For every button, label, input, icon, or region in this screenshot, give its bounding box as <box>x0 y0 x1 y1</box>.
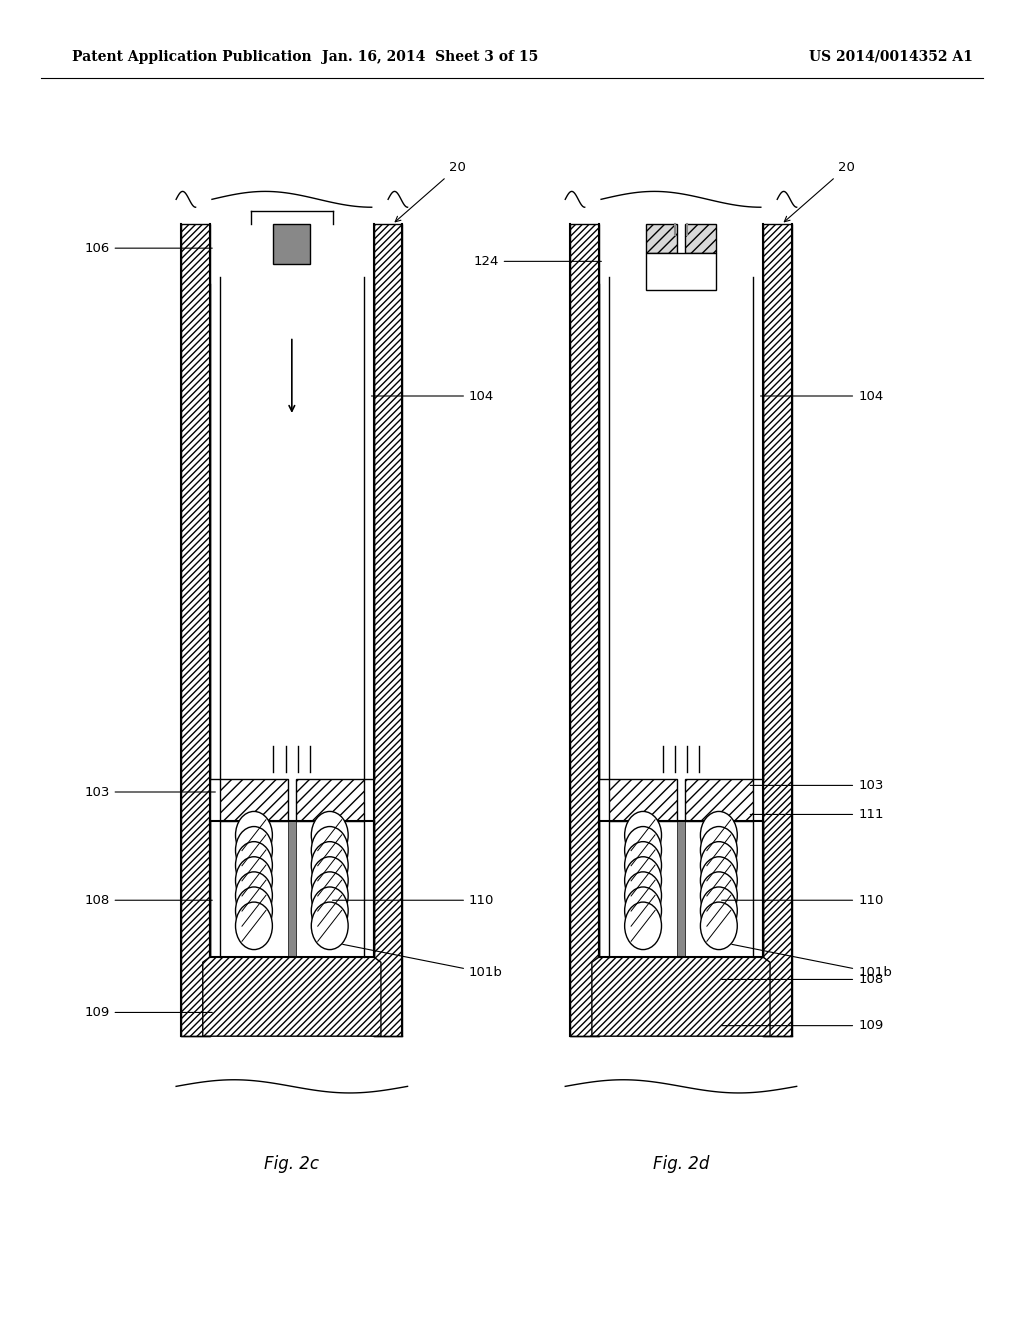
Polygon shape <box>203 957 381 1036</box>
Polygon shape <box>220 284 364 779</box>
Polygon shape <box>609 779 677 821</box>
Polygon shape <box>677 821 685 957</box>
Circle shape <box>700 812 737 859</box>
Circle shape <box>700 902 737 949</box>
Text: Jan. 16, 2014  Sheet 3 of 15: Jan. 16, 2014 Sheet 3 of 15 <box>322 50 539 63</box>
Polygon shape <box>220 779 288 821</box>
Circle shape <box>700 873 737 919</box>
Circle shape <box>311 826 348 874</box>
Polygon shape <box>296 779 364 821</box>
Circle shape <box>625 842 662 890</box>
Text: 104: 104 <box>761 389 884 403</box>
Polygon shape <box>288 821 296 957</box>
Text: 101b: 101b <box>732 944 892 979</box>
Text: Fig. 2c: Fig. 2c <box>264 1155 319 1173</box>
Text: 104: 104 <box>372 389 495 403</box>
Text: Fig. 2d: Fig. 2d <box>652 1155 710 1173</box>
Circle shape <box>700 887 737 935</box>
Text: 124: 124 <box>473 255 601 268</box>
Circle shape <box>236 812 272 859</box>
Circle shape <box>311 902 348 949</box>
Circle shape <box>236 826 272 874</box>
Circle shape <box>625 902 662 949</box>
Polygon shape <box>646 224 677 253</box>
Polygon shape <box>181 224 210 1036</box>
Polygon shape <box>646 253 716 290</box>
Text: 106: 106 <box>84 242 212 255</box>
Text: 110: 110 <box>722 894 884 907</box>
Polygon shape <box>592 957 770 1036</box>
Polygon shape <box>685 779 753 821</box>
Text: 109: 109 <box>722 1019 884 1032</box>
Circle shape <box>236 887 272 935</box>
Text: 108: 108 <box>84 894 212 907</box>
Text: US 2014/0014352 A1: US 2014/0014352 A1 <box>809 50 973 63</box>
Text: 111: 111 <box>751 808 884 821</box>
Circle shape <box>236 842 272 890</box>
Circle shape <box>236 857 272 904</box>
Polygon shape <box>570 224 599 1036</box>
Circle shape <box>311 873 348 919</box>
Circle shape <box>311 842 348 890</box>
Circle shape <box>625 812 662 859</box>
Circle shape <box>625 887 662 935</box>
Circle shape <box>311 812 348 859</box>
Circle shape <box>311 857 348 904</box>
Polygon shape <box>685 224 716 253</box>
Circle shape <box>625 857 662 904</box>
Polygon shape <box>763 224 792 1036</box>
Text: 20: 20 <box>395 161 465 222</box>
Circle shape <box>700 857 737 904</box>
Text: 109: 109 <box>84 1006 212 1019</box>
Circle shape <box>625 826 662 874</box>
Circle shape <box>700 842 737 890</box>
Polygon shape <box>273 224 310 264</box>
Polygon shape <box>374 224 402 1036</box>
Text: 103: 103 <box>84 785 215 799</box>
Circle shape <box>700 826 737 874</box>
Circle shape <box>236 902 272 949</box>
Circle shape <box>625 873 662 919</box>
Text: 108: 108 <box>722 973 884 986</box>
Circle shape <box>236 873 272 919</box>
Text: 103: 103 <box>751 779 884 792</box>
Text: Patent Application Publication: Patent Application Publication <box>72 50 311 63</box>
Text: 101b: 101b <box>343 944 503 979</box>
Circle shape <box>311 887 348 935</box>
Polygon shape <box>609 284 753 779</box>
Text: 110: 110 <box>333 894 495 907</box>
Text: 20: 20 <box>784 161 854 222</box>
